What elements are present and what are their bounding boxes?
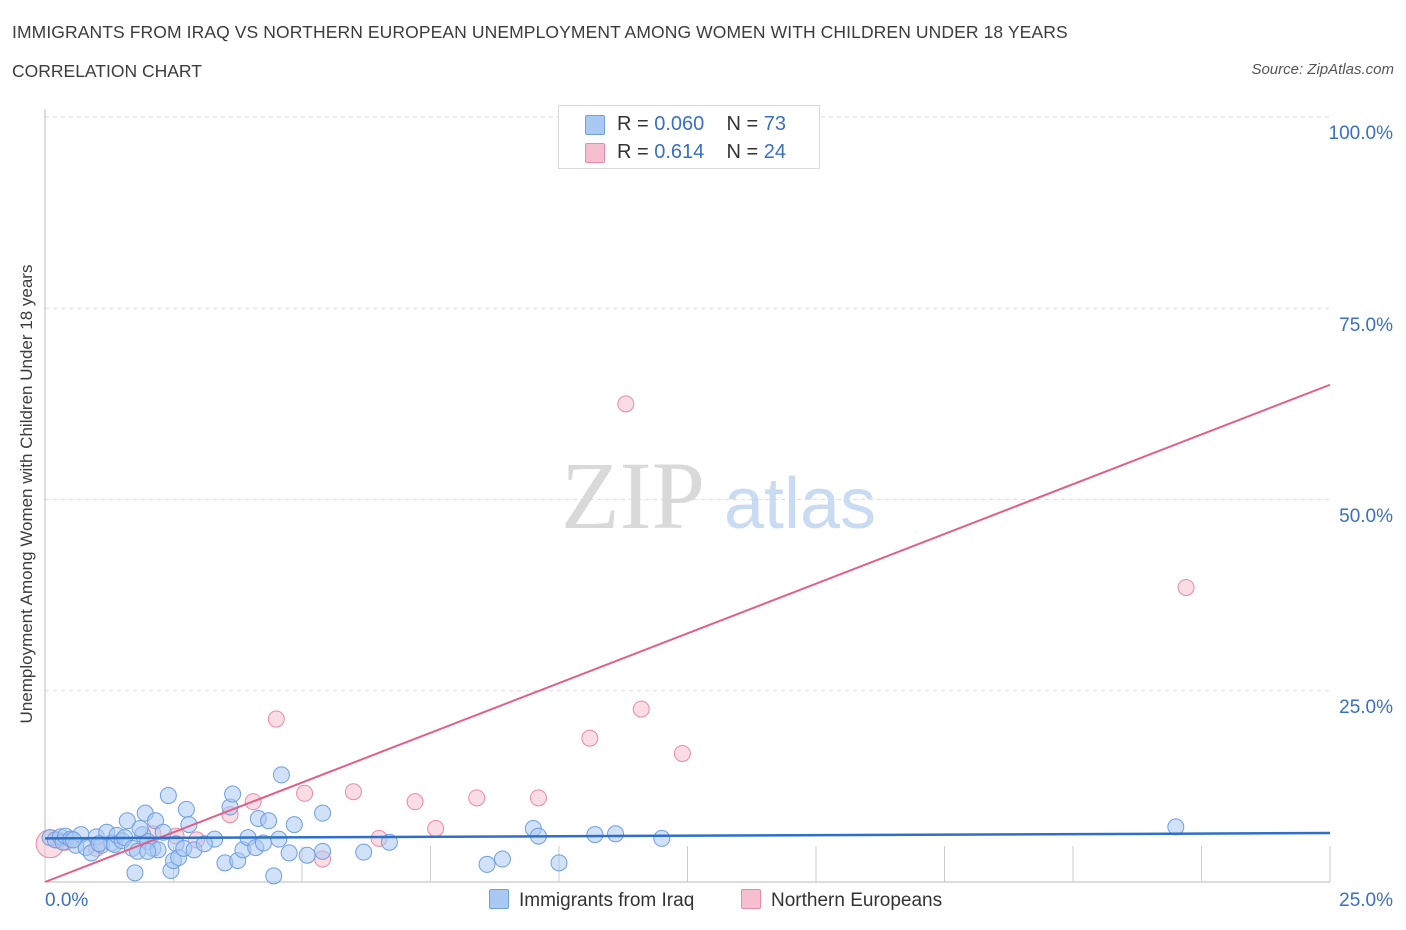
legend-r-value: 0.060 [654,113,705,135]
data-point-immigrants-from-iraq [272,766,290,784]
watermark: ZIP atlas [561,442,876,549]
legend-swatch-blue [585,115,605,135]
bottom-legend-swatch-blue [489,889,509,909]
bottom-legend-swatch-pink [741,889,761,909]
data-point-northern-europeans [1177,578,1195,596]
data-point-immigrants-from-iraq [118,812,136,830]
legend-r-label: R = [617,141,655,163]
data-point-immigrants-from-iraq [653,829,671,847]
data-point-immigrants-from-iraq [314,804,332,822]
data-point-immigrants-from-iraq [126,864,144,882]
data-point-northern-europeans [581,729,599,747]
y-tick-label-100: 100.0% [1328,123,1393,144]
data-point-northern-europeans [406,793,424,811]
legend-n-value: 24 [763,141,787,163]
data-point-immigrants-from-iraq [280,844,298,862]
data-point-immigrants-from-iraq [195,835,213,853]
axes [44,109,1331,883]
bottom-legend-iraq: Immigrants from Iraq [489,889,694,912]
trend-lines [44,383,1331,883]
grid-lines [45,116,1330,692]
bottom-legend-label-iraq: Immigrants from Iraq [519,890,695,911]
x-tick-label-left: 0.0% [45,890,89,911]
chart-title: IMMIGRANTS FROM IRAQ VS NORTHERN EUROPEA… [12,22,1068,42]
data-point-northern-europeans [296,784,314,802]
data-point-immigrants-from-iraq [90,835,108,853]
data-point-immigrants-from-iraq [478,855,496,873]
data-point-immigrants-from-iraq [285,816,303,834]
data-point-immigrants-from-iraq [260,812,278,830]
source-label: Source: ZipAtlas.com [1251,61,1394,78]
bottom-legend-northern: Northern Europeans [741,889,942,912]
data-point-immigrants-from-iraq [550,854,568,872]
watermark-zip: ZIP [561,442,705,549]
data-point-northern-europeans [427,819,445,837]
data-point-immigrants-from-iraq [586,826,604,844]
data-point-immigrants-from-iraq [314,842,332,860]
data-point-northern-europeans [529,789,547,807]
trend-line-immigrants-from-iraq [44,831,1331,840]
data-point-northern-europeans [267,710,285,728]
data-point-immigrants-from-iraq [607,825,625,843]
data-point-immigrants-from-iraq [265,867,283,885]
watermark-atlas: atlas [724,464,876,544]
data-point-immigrants-from-iraq [177,800,195,818]
data-point-immigrants-from-iraq [159,787,177,805]
legend-n-label: N = [726,113,764,135]
data-point-immigrants-from-iraq [131,819,149,837]
bottom-legend-label-northern: Northern Europeans [771,890,943,911]
legend-swatch-pink [585,143,605,163]
data-point-northern-europeans [468,789,486,807]
data-point-northern-europeans [617,395,635,413]
legend-r-label: R = [617,113,655,135]
legend-n-value: 73 [763,113,787,135]
data-point-northern-europeans [632,700,650,718]
series-immigrants-from-iraq [41,766,1185,885]
data-point-northern-europeans [673,744,691,762]
data-point-immigrants-from-iraq [298,846,316,864]
legend-r-value: 0.614 [654,141,705,163]
legend-n-label: N = [726,141,764,163]
y-axis-label: Unemployment Among Women with Children U… [17,264,36,724]
stats-legend: R = 0.060 N = 73 R = 0.614 N = 24 [558,105,820,169]
data-point-immigrants-from-iraq [64,831,82,849]
y-tick-label-50: 50.0% [1339,506,1393,527]
y-tick-label-75: 75.0% [1339,315,1393,336]
data-point-immigrants-from-iraq [493,850,511,868]
trend-line-northern-europeans [44,383,1331,883]
chart-subtitle: CORRELATION CHART [12,61,202,81]
data-point-immigrants-from-iraq [355,843,373,861]
y-tick-label-25: 25.0% [1339,697,1393,718]
data-point-immigrants-from-iraq [224,785,242,803]
x-tick-label-right: 25.0% [1339,890,1393,911]
data-point-immigrants-from-iraq [270,830,288,848]
data-point-northern-europeans [344,783,362,801]
data-point-immigrants-from-iraq [139,842,157,860]
